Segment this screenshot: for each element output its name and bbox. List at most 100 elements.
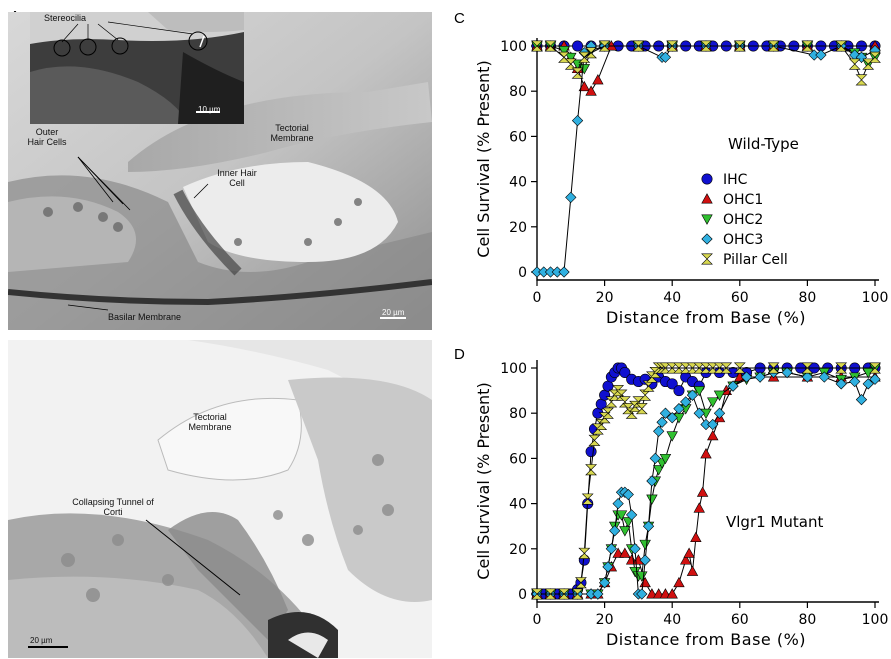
label-stereocilia: Stereocilia [43, 13, 87, 23]
chart-c-xtick-label: 80 [798, 290, 816, 306]
chart-d-point-ohc3 [646, 475, 658, 487]
chart-d-point-pillar-cell [720, 362, 733, 374]
chart-c-point-pillar-cell [632, 40, 645, 52]
chart-d-point-ohc2 [636, 571, 648, 582]
chart-d-point-ohc1 [683, 547, 695, 558]
chart-c-point-pillar-cell [666, 40, 679, 52]
chart-d-point-pillar-cell [531, 588, 543, 600]
chart-d-point-pillar-cell [558, 588, 570, 600]
chart-d-point-ihc [585, 446, 597, 458]
chart-d-point-ohc2 [666, 431, 678, 442]
chart-d-xtick-label: 100 [862, 612, 889, 628]
chart-d-point-ohc3 [642, 520, 655, 532]
chart-vlgr1-mutant: 0 20 40 60 80 100 0 20 40 60 80 100 Distance from Ba… [445, 330, 891, 659]
chart-c-legend-marker-ihc [701, 173, 713, 185]
chart-d-point-ohc2 [619, 526, 631, 537]
chart-d-series-pillar-cell [531, 362, 881, 600]
chart-d-point-ohc1 [673, 576, 685, 588]
chart-c-point-ohc3 [565, 191, 577, 204]
chart-c-xtick-label: 60 [731, 290, 749, 306]
chart-d-point-ohc3 [609, 525, 621, 537]
chart-c-point-ohc3 [571, 114, 584, 127]
chart-d-xlabel: Distance from Base (%) [606, 630, 806, 649]
chart-d-point-pillar-cell [767, 362, 780, 374]
chart-c-legend-marker-pillar-cell [701, 253, 713, 265]
cochlea-wildtype-image [8, 12, 432, 330]
chart-d-point-ohc3 [659, 407, 672, 419]
chart-d-point-ohc3 [781, 366, 793, 379]
chart-c-point-ohc3 [815, 49, 827, 61]
chart-c-svg: 0 20 40 60 80 100 0 20 40 60 80 100 Distance from Ba… [474, 38, 889, 327]
chart-d-point-ohc3 [835, 378, 847, 390]
chart-d-point-ohc3 [693, 407, 705, 419]
chart-d-point-pillar-cell [578, 547, 591, 559]
panel-b-micrograph [8, 340, 432, 658]
chart-d-point-ohc1 [693, 502, 705, 513]
chart-c-legend-label-ohc1: OHC1 [723, 192, 763, 208]
chart-d-point-ohc3 [612, 497, 624, 510]
chart-c-point-pillar-cell [801, 40, 814, 52]
chart-d-annotation: Vlgr1 Mutant [726, 513, 823, 531]
chart-d-series-ihc [531, 362, 881, 600]
chart-wild-type: 0 20 40 60 80 100 0 20 40 60 80 100 Distance from Ba… [445, 0, 891, 335]
chart-d-point-ihc [666, 378, 678, 390]
chart-c-ylabel: Cell Survival (% Present) [474, 60, 493, 257]
label-collapsing-tunnel: Collapsing Tunnel of Corti [72, 497, 154, 517]
chart-d-point-ohc3 [727, 380, 739, 392]
chart-c-ytick-label: 100 [500, 39, 527, 55]
chart-d-point-ihc [619, 367, 631, 379]
chart-d-point-ohc3 [626, 509, 638, 521]
chart-d-point-ohc3 [656, 416, 668, 428]
chart-d-point-ohc3 [592, 588, 604, 600]
chart-d-point-ohc3 [849, 375, 861, 388]
chart-d-ylabel: Cell Survival (% Present) [474, 382, 493, 579]
chart-d-point-ohc3 [686, 389, 699, 401]
chart-c-point-ohc3 [659, 51, 672, 63]
chart-d-point-ohc2 [707, 397, 719, 408]
chart-c-ytick-label: 40 [509, 175, 527, 191]
panel-d-letter: D [454, 346, 465, 363]
chart-d-point-ohc2 [615, 510, 628, 521]
chart-d-point-ohc3 [636, 588, 648, 600]
chart-c-axes [536, 38, 879, 281]
chart-d-point-ohc1 [666, 588, 678, 599]
chart-d-xtick-label: 0 [533, 612, 542, 628]
chart-c-legend-label-ohc2: OHC2 [723, 212, 763, 228]
chart-c-point-pillar-cell [544, 40, 557, 52]
chart-d-point-ohc1 [696, 486, 709, 497]
chart-c-point-pillar-cell [571, 67, 584, 79]
chart-c-xtick-label: 0 [533, 290, 542, 306]
chart-d-point-ohc3 [869, 373, 881, 385]
chart-c-ytick-label: 20 [509, 220, 527, 236]
chart-c-point-pillar-cell [767, 40, 780, 52]
chart-d-point-ohc3 [598, 577, 611, 589]
cochlea-mutant-image [8, 340, 432, 658]
chart-c-point-pillar-cell [733, 40, 746, 52]
chart-c-xtick-label: 40 [663, 290, 681, 306]
chart-d-xtick-label: 80 [798, 612, 816, 628]
chart-c-xtick-label: 100 [862, 290, 889, 306]
chart-d-point-ohc3 [602, 561, 614, 573]
chart-c-point-ohc3 [558, 266, 570, 278]
chart-c-legend-label-pillar-cell: Pillar Cell [723, 252, 788, 268]
chart-d-point-ohc3 [649, 452, 661, 465]
chart-c-point-ohc2 [565, 52, 577, 64]
label-inner-hair-cell: Inner Hair Cell [217, 168, 257, 188]
label-tectorial-membrane-b: Tectorial Membrane [188, 412, 232, 432]
panel-a-scale-label: 20 µm [382, 308, 405, 317]
chart-d-point-pillar-cell [602, 407, 614, 419]
chart-d-point-ohc2 [659, 453, 672, 465]
chart-c-point-pillar-cell [855, 74, 868, 86]
chart-d-point-ihc [673, 385, 685, 397]
chart-d-point-ohc3 [740, 371, 753, 383]
chart-d-xtick-label: 40 [663, 612, 681, 628]
chart-d-point-ohc3 [639, 554, 651, 566]
chart-d-point-ohc3 [855, 394, 868, 406]
chart-d-series-ohc3 [531, 366, 881, 600]
chart-d-point-pillar-cell [635, 403, 648, 415]
chart-d-point-ohc3 [673, 403, 685, 415]
chart-d-point-pillar-cell [585, 464, 598, 476]
chart-d-ytick-label: 40 [509, 497, 527, 513]
chart-d-ytick-label: 0 [518, 587, 527, 603]
